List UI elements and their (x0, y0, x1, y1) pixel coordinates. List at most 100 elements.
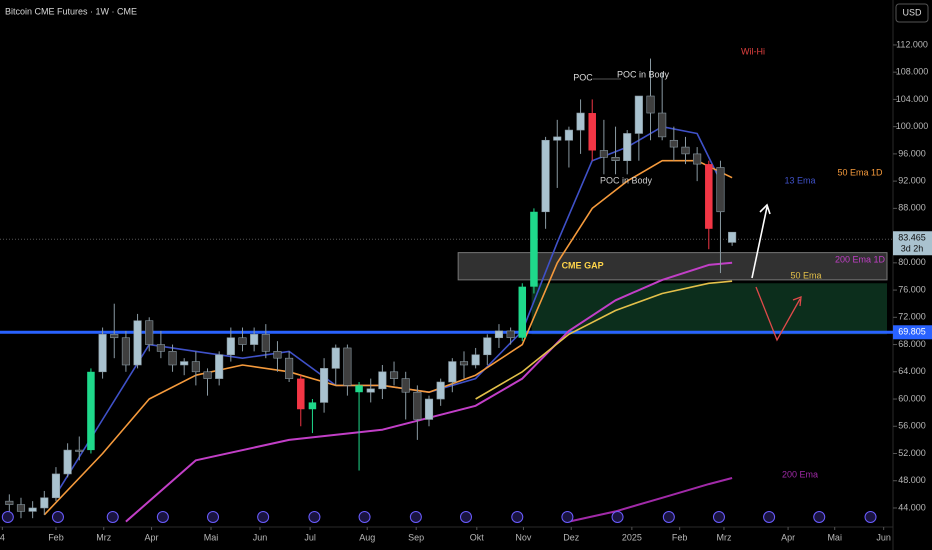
candle-body (40, 497, 49, 509)
ema-label: 50 Ema 1D (837, 167, 883, 177)
x-tick-label: Jun (253, 532, 268, 542)
candle-body (530, 211, 538, 287)
currency: USD (902, 7, 922, 17)
event-marker (511, 511, 524, 523)
candle-body (98, 334, 107, 373)
candle-body (716, 167, 725, 213)
event-marker (611, 511, 624, 523)
y-tick-label: 76.000 (898, 284, 926, 294)
ema-label: 50 Ema (790, 270, 821, 280)
candle-body (483, 337, 492, 356)
candle-body (5, 500, 14, 505)
currency-button[interactable] (895, 3, 929, 23)
ema-line (43, 159, 733, 516)
candle-body (459, 361, 469, 366)
x-tick-label: Mai (204, 532, 219, 542)
candle-body (87, 371, 95, 451)
candle-body (588, 113, 596, 151)
event-marker (712, 511, 725, 523)
candle-body (471, 354, 480, 366)
x-tick-label: Jul (304, 532, 316, 542)
level-label: 69.805 (898, 327, 926, 337)
candle-body (553, 136, 562, 141)
y-tick-label: 108.000 (896, 67, 929, 77)
event-marker (763, 511, 776, 523)
ema-line (475, 280, 733, 400)
candle-body (424, 398, 434, 420)
ema-label: 200 Ema (782, 469, 818, 479)
ema-line (568, 477, 733, 523)
candle-body (331, 347, 340, 369)
zone (531, 283, 887, 335)
candle-body (51, 473, 61, 499)
y-tick-label: 92.000 (898, 176, 926, 186)
y-tick-label: 112.000 (896, 39, 928, 49)
candle-body (401, 378, 410, 393)
ema-label: 200 Ema 1D (835, 254, 886, 264)
candle-body (646, 95, 655, 114)
y-tick-label: 56.000 (898, 421, 926, 431)
event-marker (156, 511, 169, 523)
x-tick-label: Okt (470, 532, 485, 542)
x-tick-label: Apr (781, 532, 795, 542)
last-price-label: 83.465 (898, 233, 926, 243)
y-tick-label: 104.000 (896, 94, 929, 104)
candle-body (180, 361, 189, 366)
event-marker (459, 511, 472, 523)
y-tick-label: 88.000 (898, 203, 926, 213)
chart-title: Bitcoin CME Futures · 1W · CME (5, 6, 137, 16)
candle-body (285, 357, 294, 379)
y-tick-label: 100.000 (896, 121, 929, 131)
candle-body (436, 381, 445, 400)
y-tick-label: 80.000 (898, 257, 926, 267)
candle-body (448, 361, 457, 383)
arrow (751, 206, 768, 279)
event-marker (813, 511, 826, 523)
zone (457, 252, 888, 281)
event-marker (561, 511, 574, 523)
candle-body (75, 449, 84, 452)
arrow (755, 286, 802, 342)
candle-body (110, 334, 119, 339)
candle-body (728, 231, 737, 243)
event-marker (257, 511, 270, 523)
y-tick-label: 52.000 (898, 448, 926, 458)
candle-body (203, 371, 212, 379)
x-tick-label: Aug (359, 532, 375, 542)
candle-body (389, 371, 399, 379)
candle-body (669, 139, 678, 148)
x-tick-label: Mrz (96, 532, 111, 542)
candle-body (378, 371, 387, 390)
candle-body (261, 334, 270, 352)
x-tick-label: Feb (48, 532, 64, 542)
y-tick-label: 44.000 (898, 502, 926, 512)
candle-body (366, 388, 375, 393)
candle-body (191, 361, 200, 373)
event-marker (207, 511, 220, 523)
candle-body (494, 330, 504, 339)
event-marker (864, 511, 877, 523)
x-tick-label: Jun (876, 532, 891, 542)
candle-body (145, 320, 154, 345)
y-tick-label: 96.000 (898, 148, 926, 158)
event-marker (106, 511, 119, 523)
candle-body (238, 337, 247, 345)
event-marker (1, 511, 14, 523)
candle-body (693, 153, 702, 165)
y-tick-label: 48.000 (898, 475, 926, 485)
candle-body (133, 320, 142, 366)
y-tick-label: 68.000 (898, 339, 926, 349)
candle-body (599, 150, 608, 158)
candle-body (308, 402, 317, 410)
candle-body (634, 95, 643, 134)
annotation: POC in Body (600, 175, 653, 185)
candle-body (658, 112, 667, 138)
level-box (893, 325, 932, 340)
x-tick-label: Apr (145, 532, 159, 542)
candle-body (611, 156, 620, 162)
candle-body (681, 146, 690, 155)
event-marker (358, 511, 371, 523)
last-price-time: 3d 2h (901, 244, 924, 254)
